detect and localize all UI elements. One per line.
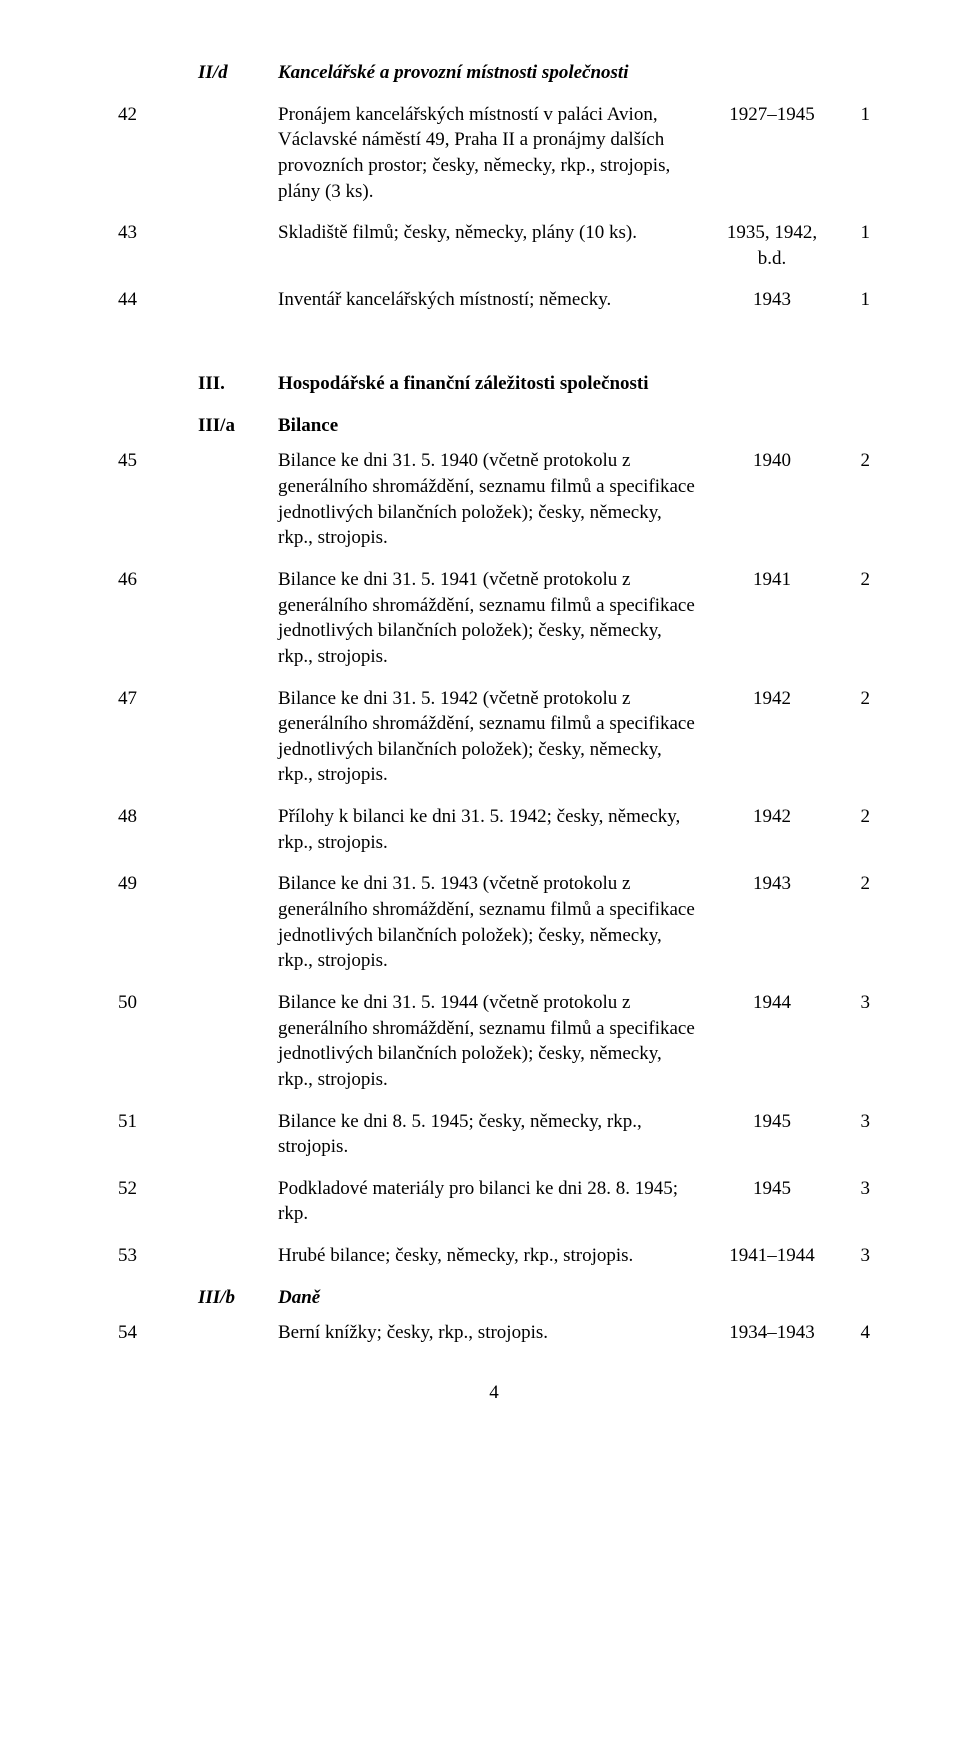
section-title: Daně: [278, 1285, 714, 1311]
table-row: 42 Pronájem kancelářských místností v pa…: [118, 102, 870, 205]
section-IId-heading: II/d Kancelářské a provozní místnosti sp…: [118, 60, 870, 86]
row-id: 43: [118, 220, 198, 246]
table-row: 43 Skladiště filmů; česky, německy, plán…: [118, 220, 870, 271]
row-id: 54: [118, 1320, 198, 1346]
row-count: 2: [830, 804, 870, 830]
row-count: 3: [830, 1109, 870, 1135]
row-date: 1935, 1942, b.d.: [714, 220, 830, 271]
row-id: 53: [118, 1243, 198, 1269]
row-id: 42: [118, 102, 198, 128]
table-row: 49 Bilance ke dni 31. 5. 1943 (včetně pr…: [118, 871, 870, 974]
row-desc: Podkladové materiály pro bilanci ke dni …: [278, 1176, 714, 1227]
row-count: 1: [830, 102, 870, 128]
row-date: 1943: [714, 871, 830, 897]
row-count: 2: [830, 448, 870, 474]
section-IIIa-heading: III/a Bilance: [118, 413, 870, 439]
row-id: 47: [118, 686, 198, 712]
row-date: 1945: [714, 1176, 830, 1202]
row-desc: Berní knížky; česky, rkp., strojopis.: [278, 1320, 714, 1346]
row-date: 1934–1943: [714, 1320, 830, 1346]
row-date: 1942: [714, 686, 830, 712]
table-row: 53 Hrubé bilance; česky, německy, rkp., …: [118, 1243, 870, 1269]
row-date: 1941–1944: [714, 1243, 830, 1269]
table-row: 46 Bilance ke dni 31. 5. 1941 (včetně pr…: [118, 567, 870, 670]
table-row: 54 Berní knížky; česky, rkp., strojopis.…: [118, 1320, 870, 1346]
table-row: 50 Bilance ke dni 31. 5. 1944 (včetně pr…: [118, 990, 870, 1093]
table-row: 51 Bilance ke dni 8. 5. 1945; česky, něm…: [118, 1109, 870, 1160]
row-id: 44: [118, 287, 198, 313]
row-id: 50: [118, 990, 198, 1016]
row-desc: Bilance ke dni 8. 5. 1945; česky, německ…: [278, 1109, 714, 1160]
row-id: 51: [118, 1109, 198, 1135]
row-count: 3: [830, 1176, 870, 1202]
section-title: Kancelářské a provozní místnosti společn…: [278, 60, 714, 86]
section-III-heading: III. Hospodářské a finanční záležitosti …: [118, 371, 870, 397]
table-row: 44 Inventář kancelářských místností; něm…: [118, 287, 870, 313]
section-mark: III.: [198, 371, 278, 397]
table-row: 45 Bilance ke dni 31. 5. 1940 (včetně pr…: [118, 448, 870, 551]
row-desc: Bilance ke dni 31. 5. 1943 (včetně proto…: [278, 871, 714, 974]
row-desc: Hrubé bilance; česky, německy, rkp., str…: [278, 1243, 714, 1269]
row-desc: Bilance ke dni 31. 5. 1944 (včetně proto…: [278, 990, 714, 1093]
row-count: 2: [830, 686, 870, 712]
row-id: 46: [118, 567, 198, 593]
row-date: 1941: [714, 567, 830, 593]
row-count: 1: [830, 220, 870, 246]
row-date: 1944: [714, 990, 830, 1016]
row-desc: Přílohy k bilanci ke dni 31. 5. 1942; če…: [278, 804, 714, 855]
row-desc: Skladiště filmů; česky, německy, plány (…: [278, 220, 714, 246]
row-desc: Inventář kancelářských místností; německ…: [278, 287, 714, 313]
row-date: 1945: [714, 1109, 830, 1135]
table-row: 47 Bilance ke dni 31. 5. 1942 (včetně pr…: [118, 686, 870, 789]
row-desc: Bilance ke dni 31. 5. 1941 (včetně proto…: [278, 567, 714, 670]
row-desc: Pronájem kancelářských místností v palác…: [278, 102, 714, 205]
row-count: 2: [830, 567, 870, 593]
table-row: 48 Přílohy k bilanci ke dni 31. 5. 1942;…: [118, 804, 870, 855]
section-mark: III/a: [198, 413, 278, 439]
section-mark: II/d: [198, 60, 278, 86]
row-count: 4: [830, 1320, 870, 1346]
row-id: 49: [118, 871, 198, 897]
row-date: 1943: [714, 287, 830, 313]
section-title: Hospodářské a finanční záležitosti spole…: [278, 371, 714, 397]
row-id: 52: [118, 1176, 198, 1202]
row-id: 45: [118, 448, 198, 474]
row-count: 3: [830, 1243, 870, 1269]
row-date: 1927–1945: [714, 102, 830, 128]
section-mark: III/b: [198, 1285, 278, 1311]
section-IIIb-heading: III/b Daně: [118, 1285, 870, 1311]
row-date: 1940: [714, 448, 830, 474]
page-number: 4: [118, 1380, 870, 1406]
row-count: 1: [830, 287, 870, 313]
row-count: 2: [830, 871, 870, 897]
row-desc: Bilance ke dni 31. 5. 1940 (včetně proto…: [278, 448, 714, 551]
row-desc: Bilance ke dni 31. 5. 1942 (včetně proto…: [278, 686, 714, 789]
section-title: Bilance: [278, 413, 714, 439]
row-id: 48: [118, 804, 198, 830]
row-date: 1942: [714, 804, 830, 830]
table-row: 52 Podkladové materiály pro bilanci ke d…: [118, 1176, 870, 1227]
row-count: 3: [830, 990, 870, 1016]
